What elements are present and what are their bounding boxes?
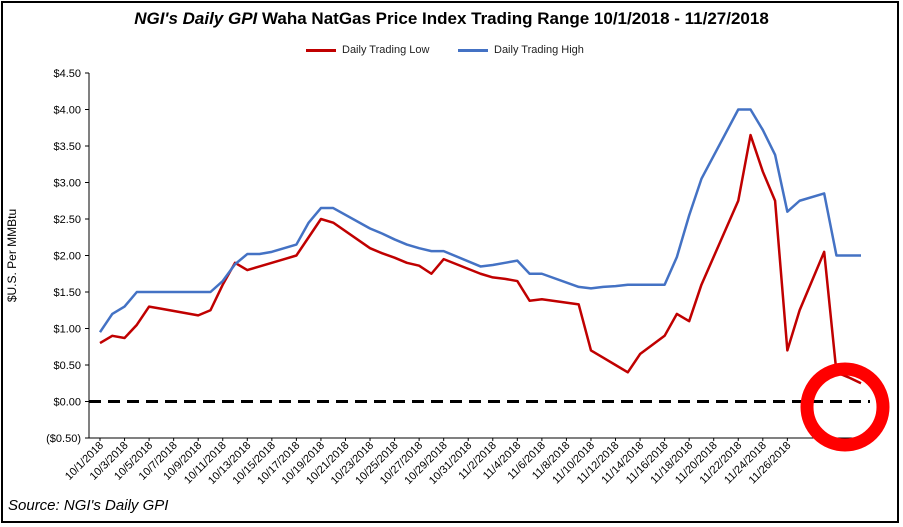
y-tick-label: $0.00 (53, 397, 81, 409)
chart-title-italic: NGI's Daily GPI (134, 9, 258, 28)
y-tick-label: $1.00 (53, 324, 81, 336)
legend-label-high: Daily Trading High (494, 44, 584, 56)
chart-title: NGI's Daily GPI Waha NatGas Price Index … (0, 9, 903, 29)
y-tick-label: $3.00 (53, 178, 81, 190)
highlight-circle (800, 362, 890, 452)
y-axis-label: $U.S. Per MMBtu (5, 209, 19, 302)
y-tick-label: $2.00 (53, 251, 81, 263)
y-tick-label: $0.50 (53, 360, 81, 372)
y-tick-label: $2.50 (53, 214, 81, 226)
legend-label-low: Daily Trading Low (342, 44, 430, 56)
legend-swatch-low (306, 48, 336, 52)
y-tick-label: $3.50 (53, 141, 81, 153)
chart-title-rest: Waha NatGas Price Index Trading Range 10… (257, 9, 769, 28)
y-tick-label: $1.50 (53, 287, 81, 299)
legend-item-high: Daily Trading High (458, 44, 584, 56)
y-tick-label: ($0.50) (46, 433, 81, 445)
series-line-low (99, 133, 862, 385)
y-tick-label: $4.00 (53, 105, 81, 117)
legend: Daily Trading Low Daily Trading High (0, 44, 903, 64)
series-line-high (98, 108, 861, 333)
legend-item-low: Daily Trading Low (306, 44, 429, 56)
source-note: Source: NGI's Daily GPI (8, 497, 169, 514)
y-tick-label: $4.50 (53, 68, 81, 80)
legend-swatch-high (458, 48, 488, 52)
